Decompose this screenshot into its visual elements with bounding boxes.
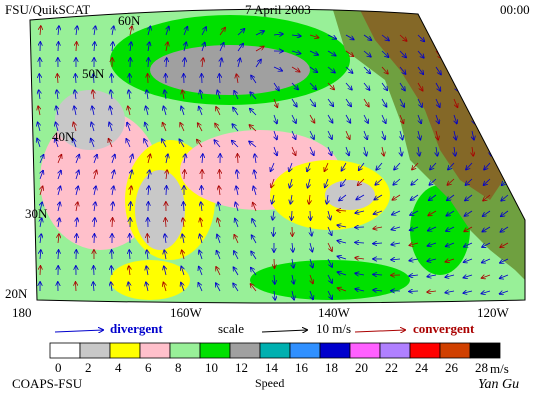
wind-arrow (291, 211, 292, 220)
wind-arrow (490, 83, 494, 91)
divergent-arrow (55, 330, 103, 332)
wind-arrow (454, 35, 460, 42)
colorbar-label: 16 (295, 360, 309, 375)
colorbar-swatch (50, 343, 80, 358)
wind-arrow (454, 67, 459, 75)
wind-region (110, 260, 190, 300)
wind-arrow (219, 170, 220, 179)
colorbar-swatch (410, 343, 440, 358)
wind-arrow (129, 74, 130, 83)
wind-arrow (75, 282, 76, 291)
wind-arrow (490, 99, 493, 107)
scale-arrow (262, 330, 307, 332)
wind-arrow (310, 211, 311, 220)
colorbar-swatch (290, 343, 320, 358)
wind-arrow (508, 99, 511, 107)
wind-arrow (508, 131, 510, 140)
header-left: FSU/QuikSCAT (5, 2, 90, 17)
wind-arrow (508, 83, 512, 91)
wind-arrow (508, 51, 513, 59)
colorbar-label: 20 (355, 360, 368, 375)
wind-arrow (508, 115, 510, 124)
colorbar-label: 8 (175, 360, 182, 375)
convergent-arrow (355, 330, 405, 332)
colorbar-title: Speed (255, 376, 284, 390)
colorbar-swatch (440, 343, 470, 358)
colorbar-swatch (230, 343, 260, 358)
colorbar-label: 12 (235, 360, 248, 375)
colorbar-swatch (320, 343, 350, 358)
colorbar-label: 10 (205, 360, 218, 375)
colorbar-label: 0 (55, 360, 62, 375)
lat-label: 20N (5, 286, 28, 301)
colorbar-swatch (350, 343, 380, 358)
wind-arrow (508, 35, 513, 42)
colorbar-label: 24 (415, 360, 429, 375)
wind-arrow (490, 51, 495, 59)
colorbar-swatch (380, 343, 410, 358)
colorbar-swatch (80, 343, 110, 358)
wind-region (135, 170, 185, 250)
lat-label: 40N (52, 129, 75, 144)
wind-arrow (409, 291, 418, 292)
footer-credit: COAPS-FSU (12, 376, 83, 391)
colorbar-label: 14 (265, 360, 279, 375)
wind-arrow (454, 51, 459, 58)
wind-arrow (490, 67, 494, 75)
colorbar-label: 28 (475, 360, 488, 375)
wind-arrow (502, 163, 508, 170)
colorbar-swatch (200, 343, 230, 358)
legend-scale: scale (218, 321, 244, 336)
header-time: 00:00 (500, 2, 530, 17)
colorbar-swatch (260, 343, 290, 358)
wind-arrow (490, 35, 495, 42)
colorbar-label: 22 (385, 360, 398, 375)
lon-label: 180 (12, 305, 32, 320)
footer-signature: Yan Gu (478, 377, 519, 392)
wind-arrow (148, 58, 149, 67)
wind-arrow (472, 99, 475, 107)
colorbar-unit: m/s (490, 361, 509, 376)
colorbar-swatch (140, 343, 170, 358)
colorbar-swatch (170, 343, 200, 358)
wind-arrow (490, 131, 492, 140)
lon-label: 140W (318, 305, 351, 320)
colorbar-swatch (110, 343, 140, 358)
header-date: 7 April 2003 (245, 2, 311, 17)
colorbar-label: 26 (445, 360, 459, 375)
wind-arrow (166, 186, 167, 195)
colorbar-swatch (470, 343, 500, 358)
wind-arrow (472, 67, 477, 75)
lat-label: 30N (25, 206, 48, 221)
wind-arrow (111, 74, 112, 83)
wind-arrow (508, 67, 512, 75)
colorbar-label: 6 (145, 360, 152, 375)
wind-region (325, 180, 375, 210)
lon-label: 120W (477, 305, 510, 320)
lat-label: 50N (82, 66, 105, 81)
colorbar-label: 18 (325, 360, 338, 375)
wind-arrow (472, 35, 477, 42)
wind-arrow (490, 115, 493, 124)
legend-divergent: divergent (110, 321, 163, 336)
legend-scale-value: 10 m/s (316, 321, 351, 336)
wind-arrow (436, 35, 442, 42)
wind-arrow (472, 51, 477, 58)
wind-arrow (472, 83, 476, 91)
colorbar-label: 4 (115, 360, 122, 375)
wind-arrow (508, 147, 509, 156)
map-area (0, 0, 550, 310)
colorbar-label: 2 (85, 360, 92, 375)
wind-region (150, 45, 310, 95)
lat-label: 60N (118, 13, 141, 28)
lon-label: 160W (170, 305, 203, 320)
legend-convergent: convergent (413, 321, 475, 336)
